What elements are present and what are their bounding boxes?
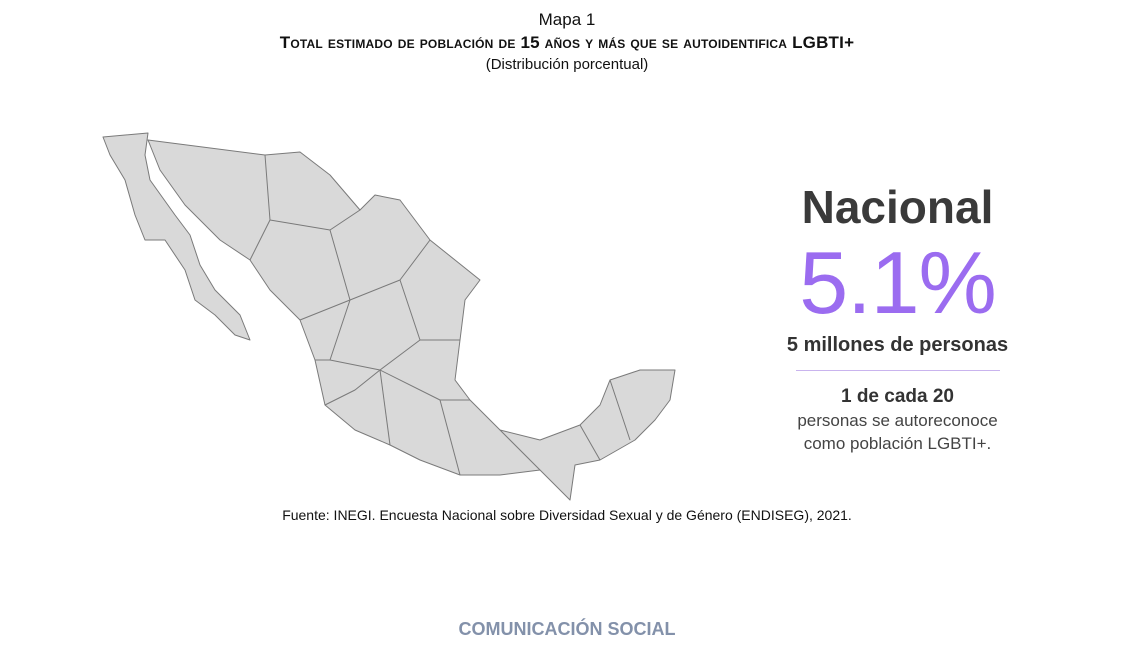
state-border: [439, 399, 461, 476]
source-note: Fuente: INEGI. Encuesta Nacional sobre D…: [282, 507, 852, 523]
summary-description: como población LGBTI+.: [803, 434, 992, 453]
state-border: [324, 369, 381, 406]
state-border: [579, 424, 601, 461]
summary-description: personas se autoreconoce: [797, 411, 998, 430]
baja-california: [102, 132, 251, 341]
separator: [796, 370, 1000, 371]
state-border: [609, 379, 631, 441]
map-label: Mapa 1: [538, 10, 596, 29]
summary-people: 5 millones de personas: [786, 334, 1009, 356]
mexico-map: [102, 132, 676, 501]
summary-heading: Nacional: [801, 181, 994, 233]
title: Total estimado de población de 15 años y…: [279, 33, 855, 52]
subtitle: (Distribución porcentual): [485, 56, 649, 73]
state-border: [379, 369, 391, 446]
summary-value: 5.1%: [799, 233, 997, 332]
mainland: [147, 139, 676, 501]
summary-ratio: 1 de cada 20: [840, 386, 955, 407]
footer: COMUNICACIÓN SOCIAL: [458, 619, 676, 639]
state-border: [499, 429, 541, 471]
